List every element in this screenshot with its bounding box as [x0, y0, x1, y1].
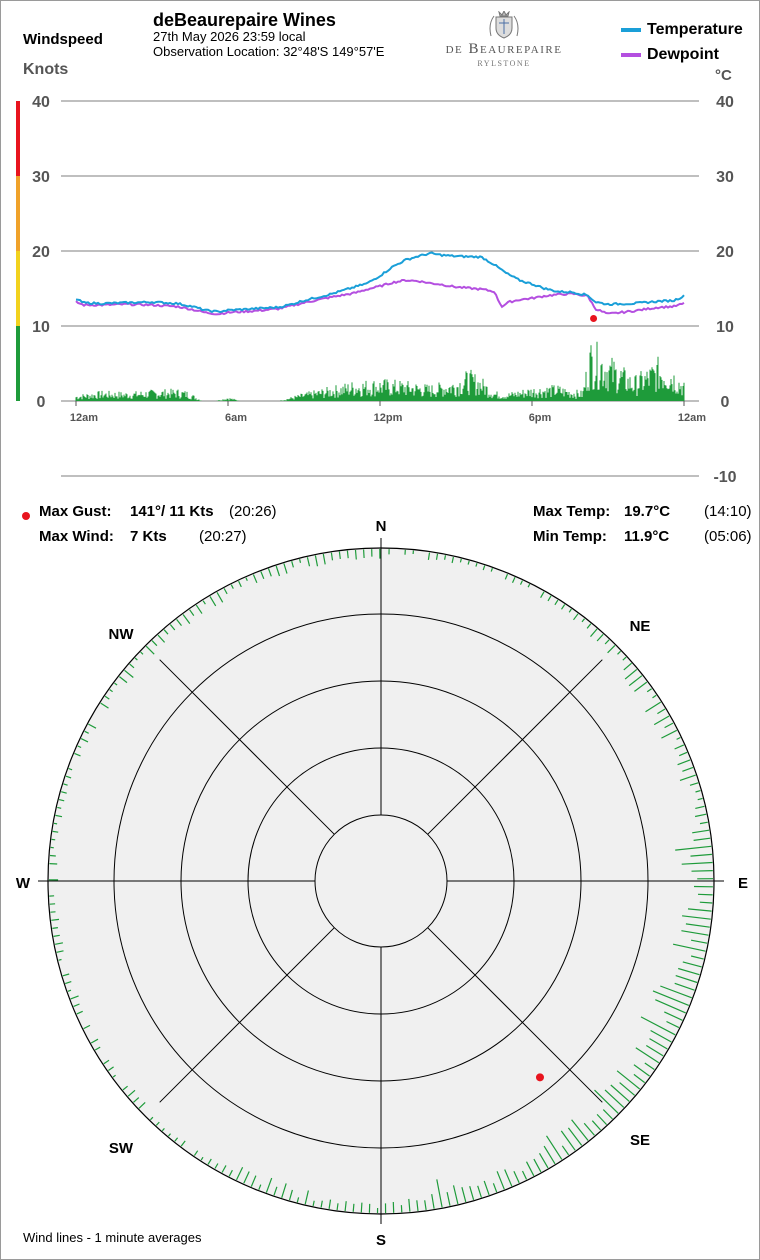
scale-segment-yellow — [16, 251, 20, 326]
x-tick-label: 12am — [678, 412, 706, 424]
x-tick-label: 12am — [70, 412, 98, 424]
compass-label-nw: NW — [109, 626, 135, 643]
direction-spoke — [427, 659, 603, 835]
compass-label-e: E — [738, 875, 748, 892]
min-temp-label: Min Temp: — [533, 528, 607, 545]
logo-wordmark: de Beaurepaire — [445, 41, 563, 57]
compass-label-s: S — [376, 1232, 386, 1249]
max-temp-time: (14:10) — [704, 503, 752, 520]
dewpoint-series-line — [75, 279, 685, 316]
left-axis-ticks: 40 30 20 10 0 — [32, 94, 50, 411]
right-axis-ticks: 40 30 20 10 0 -10 — [713, 94, 736, 486]
date-time: 27th May 2026 23:59 local — [153, 29, 306, 44]
windspeed-color-scale — [16, 101, 20, 401]
right-tick-label: -10 — [713, 469, 736, 486]
left-tick-label: 20 — [32, 244, 50, 261]
compass-label-se: SE — [630, 1132, 650, 1149]
x-tick-label: 6pm — [529, 412, 552, 424]
max-wind-time: (20:27) — [199, 528, 247, 545]
observation-location: Observation Location: 32°48'S 149°57'E — [153, 44, 385, 59]
compass-direction-spokes — [38, 538, 724, 1224]
right-tick-label: 10 — [716, 319, 734, 336]
compass-label-ne: NE — [630, 618, 651, 635]
speed-ring — [314, 814, 448, 948]
compass-gust-marker — [535, 1073, 544, 1082]
left-tick-label: 40 — [32, 94, 50, 111]
windspeed-bars — [75, 341, 685, 401]
right-tick-label: 30 — [716, 169, 734, 186]
knots-unit-label: Knots — [23, 61, 69, 78]
windspeed-series — [75, 341, 685, 401]
scale-segment-green — [16, 326, 20, 401]
wind-direction-ticks — [48, 548, 714, 1214]
direction-spoke — [159, 659, 335, 835]
scale-segment-red — [16, 101, 20, 176]
logo-subtext: RYLSTONE — [477, 59, 531, 68]
crest-icon — [489, 9, 519, 39]
min-temp-time: (05:06) — [704, 528, 752, 545]
wind-direction-compass: N NE E SE S SW W NW — [16, 518, 748, 1249]
direction-spoke — [159, 927, 335, 1103]
max-temp-label: Max Temp: — [533, 503, 611, 520]
temperature-legend-swatch — [621, 28, 641, 32]
dewpoint-legend-swatch — [621, 53, 641, 57]
wind-direction-lines — [48, 548, 714, 1214]
max-gust-time: (20:26) — [229, 503, 277, 520]
temperature-series-line — [75, 251, 685, 314]
left-tick-label: 30 — [32, 169, 50, 186]
compass-label-w: W — [16, 875, 31, 892]
right-tick-label: 0 — [721, 394, 730, 411]
max-wind-value: 7 Kts — [130, 528, 167, 545]
celsius-unit-label: °C — [715, 67, 732, 84]
temperature-legend-label: Temperature — [647, 21, 743, 38]
right-tick-label: 20 — [716, 244, 734, 261]
left-tick-label: 0 — [37, 394, 46, 411]
max-gust-marker — [590, 315, 598, 322]
footer-note: Wind lines - 1 minute averages — [23, 1230, 202, 1245]
right-tick-label: 40 — [716, 94, 734, 111]
direction-spoke — [427, 927, 603, 1103]
x-tick-label: 12pm — [374, 412, 403, 424]
compass-label-sw: SW — [109, 1140, 134, 1157]
left-tick-label: 10 — [32, 319, 50, 336]
scale-segment-orange — [16, 176, 20, 251]
x-tick-label: 6am — [225, 412, 247, 424]
winery-logo: de Beaurepaire RYLSTONE — [423, 9, 585, 71]
max-gust-label: Max Gust: — [39, 503, 112, 520]
max-gust-value: 141°/ 11 Kts — [130, 503, 214, 520]
gust-marker-icon — [21, 508, 31, 520]
max-wind-label: Max Wind: — [39, 528, 114, 545]
station-title: deBeaurepaire Wines — [153, 10, 336, 30]
compass-label-n: N — [376, 518, 387, 535]
windspeed-heading: Windspeed — [23, 31, 103, 48]
time-axis-ticks: 12am 6am 12pm 6pm 12am — [70, 401, 706, 424]
max-temp-value: 19.7°C — [624, 503, 671, 520]
dewpoint-legend-label: Dewpoint — [647, 46, 719, 63]
min-temp-value: 11.9°C — [624, 528, 670, 545]
